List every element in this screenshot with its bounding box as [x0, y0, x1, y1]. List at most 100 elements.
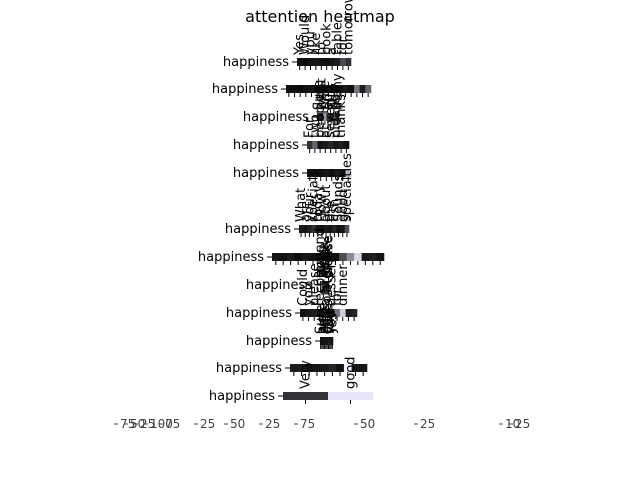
token-label: about	[319, 184, 334, 222]
heatmap-row: happinessWhatareyourspecialstodayHowabou…	[225, 153, 355, 237]
colorbar-tick-label: 75	[300, 417, 315, 431]
heatmap-cell	[317, 113, 321, 121]
heatmap-cell	[294, 253, 303, 261]
heatmap-cell	[332, 113, 337, 121]
heatmap-cell	[312, 141, 318, 149]
heatmap-cell	[335, 113, 340, 121]
heatmap-cell	[332, 225, 337, 233]
heatmap-cell	[351, 364, 360, 372]
heatmap-cell	[313, 364, 322, 372]
heatmap-cell	[317, 141, 324, 149]
heatmap-cell	[359, 364, 368, 372]
heatmap-cell	[329, 169, 335, 177]
heatmap-cell	[334, 169, 341, 177]
heatmap-cell	[307, 169, 313, 177]
heatmap-cell	[343, 141, 350, 149]
heatmap-cell	[328, 141, 334, 149]
heatmap-cell	[329, 58, 336, 66]
heatmap-cell	[286, 85, 292, 93]
row-label: happiness	[246, 278, 312, 293]
heatmap-row: happiness	[233, 166, 352, 181]
heatmap-cell	[307, 225, 312, 233]
token-label: Could	[296, 269, 311, 306]
heatmap-cell	[305, 309, 312, 317]
heatmap-cell	[326, 113, 330, 121]
token-label: How	[314, 249, 329, 278]
token-label: today	[311, 185, 326, 222]
token-label: cake	[321, 304, 336, 334]
heatmap-rows: happinessYesWouldyouliketobookatablefort…	[198, 0, 385, 404]
heatmap-row: happinessHowisthepastaheregreatchoiceple…	[246, 235, 336, 293]
heatmap-cell	[328, 392, 374, 400]
colorbar-tick-label: 25	[515, 417, 530, 431]
heatmap-cell	[327, 337, 330, 345]
token-label: table	[331, 22, 346, 55]
heatmap-cell	[344, 225, 350, 233]
heatmap-cell	[317, 309, 324, 317]
colorbar-tick-label: 25	[200, 417, 215, 431]
token-label: you	[324, 310, 339, 334]
token-label: please	[307, 263, 322, 306]
heatmap-cell	[354, 253, 362, 261]
heatmap-cell	[328, 364, 337, 372]
row-label: happiness	[243, 110, 309, 125]
row-label: happiness	[233, 166, 299, 181]
heatmap-cell	[331, 85, 338, 93]
heatmap-cell	[331, 253, 340, 261]
heatmap-row: happiness Very good	[209, 357, 374, 404]
token-label: For	[303, 117, 318, 138]
colorbar-tick-label: 50	[360, 417, 375, 431]
heatmap-cell	[322, 141, 329, 149]
row-label: happiness	[233, 138, 299, 153]
token-label: choice	[320, 236, 335, 278]
token-label: dinner	[336, 264, 351, 306]
heatmap-cell	[325, 281, 328, 289]
heatmap-cell	[297, 85, 304, 93]
heatmap-cell	[327, 281, 330, 289]
token-label: a	[325, 47, 340, 55]
heatmap-cell	[329, 113, 334, 121]
heatmap-cell	[323, 113, 327, 121]
row-label: happiness	[246, 334, 312, 349]
heatmap-cell	[339, 309, 346, 317]
heatmap-cell	[320, 85, 326, 93]
token-label: like	[309, 33, 324, 55]
heatmap-cell	[329, 337, 331, 345]
heatmap-cell	[283, 392, 329, 400]
token-label: good	[336, 190, 351, 222]
heatmap-cell	[290, 364, 298, 372]
token-label: What	[294, 188, 309, 222]
token-label: please	[329, 95, 344, 138]
heatmap-cell	[315, 225, 321, 233]
heatmap-cell	[322, 337, 325, 345]
token-label: please	[321, 235, 336, 278]
heatmap-cell	[318, 58, 325, 66]
heatmap-cell	[309, 253, 318, 261]
token-label: tomorrow	[341, 0, 356, 55]
heatmap-cell	[361, 253, 370, 261]
token-label: Sounds	[332, 174, 347, 222]
heatmap-cell	[291, 85, 298, 93]
token-label: recommend	[313, 228, 328, 306]
heatmap-cell	[326, 281, 329, 289]
heatmap-row: happinessCouldyoupleaserecommendadessert…	[226, 228, 358, 321]
token-label: Sure	[314, 304, 329, 334]
token-label: people	[313, 94, 328, 138]
heatmap-cell	[307, 141, 313, 149]
heatmap-cell	[325, 85, 332, 93]
heatmap-cell	[345, 58, 352, 66]
heatmap-row: happiness YesWouldyouliketobookatablefort…	[223, 0, 356, 70]
heatmap-cell	[334, 309, 341, 317]
heatmap-cell	[286, 253, 295, 261]
heatmap-cell	[328, 225, 333, 233]
heatmap-cell	[316, 253, 325, 261]
heatmap-cell	[324, 253, 333, 261]
token-label: Very	[299, 360, 314, 389]
token-label: have	[316, 302, 331, 334]
token-label: a	[319, 298, 334, 306]
token-label: for	[330, 287, 345, 306]
token-label: nice	[319, 307, 334, 334]
token-label: fish	[327, 199, 342, 222]
